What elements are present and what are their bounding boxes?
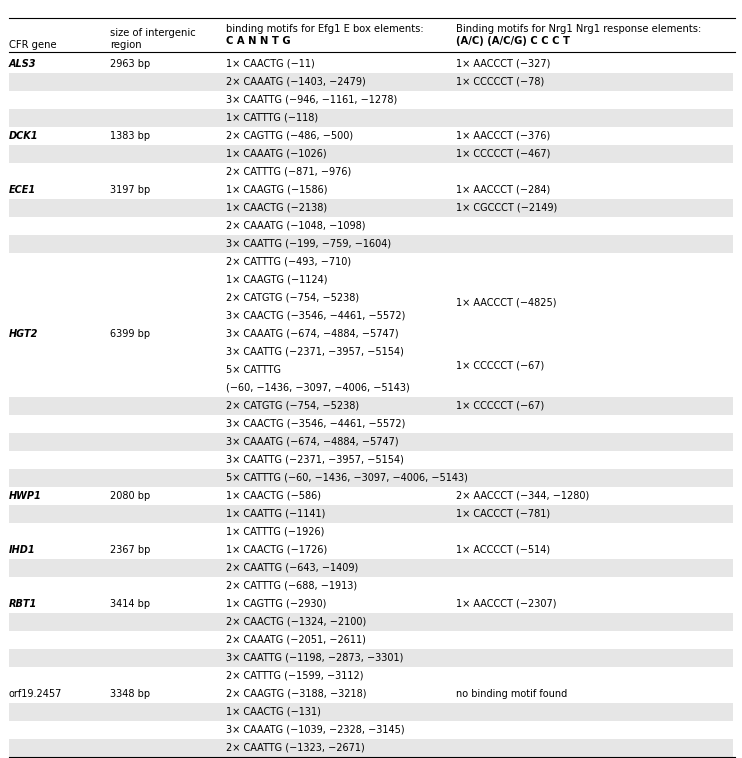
Bar — [9, 235, 733, 253]
Text: 1× CGCCCT (−2149): 1× CGCCCT (−2149) — [456, 203, 557, 213]
Text: binding motifs for Efg1 E box elements:: binding motifs for Efg1 E box elements: — [226, 24, 424, 34]
Text: 3× CAACTG (−3546, −4461, −5572): 3× CAACTG (−3546, −4461, −5572) — [226, 311, 406, 321]
Text: 1× CAACTG (−586): 1× CAACTG (−586) — [226, 491, 321, 501]
Text: 2× CATTTG (−688, −1913): 2× CATTTG (−688, −1913) — [226, 581, 358, 591]
Bar — [9, 469, 733, 487]
Text: 1× AACCCT (−2307): 1× AACCCT (−2307) — [456, 599, 556, 609]
Text: (A/C) (A/C/G) C C C T: (A/C) (A/C/G) C C C T — [456, 36, 571, 46]
Text: 2× CATTTG (−871, −976): 2× CATTTG (−871, −976) — [226, 167, 352, 177]
Bar — [9, 397, 733, 415]
Text: 1× CAGTTG (−2930): 1× CAGTTG (−2930) — [226, 599, 326, 609]
Text: 1× CAACTG (−1726): 1× CAACTG (−1726) — [226, 545, 327, 555]
Text: 1× CAACTG (−11): 1× CAACTG (−11) — [226, 59, 315, 69]
Text: 1× CCCCCT (−67): 1× CCCCCT (−67) — [456, 361, 545, 371]
Text: 2× CATGTG (−754, −5238): 2× CATGTG (−754, −5238) — [226, 401, 359, 411]
Text: size of intergenic
region: size of intergenic region — [110, 27, 196, 50]
Text: 3× CAATTG (−946, −1161, −1278): 3× CAATTG (−946, −1161, −1278) — [226, 95, 398, 105]
Text: 3× CAAATG (−674, −4884, −5747): 3× CAAATG (−674, −4884, −5747) — [226, 329, 399, 339]
Text: 3348 bp: 3348 bp — [110, 689, 150, 699]
Text: 2× CAAGTG (−3188, −3218): 2× CAAGTG (−3188, −3218) — [226, 689, 367, 699]
Text: no binding motif found: no binding motif found — [456, 689, 568, 699]
Text: C A N N T G: C A N N T G — [226, 36, 291, 46]
Text: HWP1: HWP1 — [9, 491, 42, 501]
Text: 1× AACCCT (−327): 1× AACCCT (−327) — [456, 59, 551, 69]
Text: CFR gene: CFR gene — [9, 40, 56, 50]
Text: 2× CAATTG (−643, −1409): 2× CAATTG (−643, −1409) — [226, 563, 358, 573]
Text: 1× CAAGTG (−1124): 1× CAAGTG (−1124) — [226, 275, 328, 285]
Text: (−60, −1436, −3097, −4006, −5143): (−60, −1436, −3097, −4006, −5143) — [226, 383, 410, 393]
Bar — [9, 613, 733, 631]
Text: ALS3: ALS3 — [9, 59, 36, 69]
Text: 1× CACCCT (−781): 1× CACCCT (−781) — [456, 509, 551, 519]
Text: 2× CATGTG (−754, −5238): 2× CATGTG (−754, −5238) — [226, 293, 359, 303]
Text: 1× CAACTG (−131): 1× CAACTG (−131) — [226, 707, 321, 717]
Text: 2080 bp: 2080 bp — [110, 491, 150, 501]
Bar — [9, 73, 733, 91]
Text: 2× AACCCT (−344, −1280): 2× AACCCT (−344, −1280) — [456, 491, 590, 501]
Text: DCK1: DCK1 — [9, 131, 39, 141]
Text: 2× CAACTG (−1324, −2100): 2× CAACTG (−1324, −2100) — [226, 617, 367, 627]
Text: 1× ACCCCT (−514): 1× ACCCCT (−514) — [456, 545, 551, 555]
Text: 1× CATTTG (−1926): 1× CATTTG (−1926) — [226, 527, 325, 537]
Bar — [9, 433, 733, 451]
Bar — [9, 199, 733, 217]
Text: 5× CATTTG (−60, −1436, −3097, −4006, −5143): 5× CATTTG (−60, −1436, −3097, −4006, −51… — [226, 473, 468, 483]
Text: 1× CAAGTG (−1586): 1× CAAGTG (−1586) — [226, 185, 328, 195]
Text: 3414 bp: 3414 bp — [110, 599, 150, 609]
Text: 1383 bp: 1383 bp — [110, 131, 150, 141]
Text: 2× CATTTG (−1599, −3112): 2× CATTTG (−1599, −3112) — [226, 671, 364, 681]
Text: 2963 bp: 2963 bp — [110, 59, 150, 69]
Text: 3× CAAATG (−674, −4884, −5747): 3× CAAATG (−674, −4884, −5747) — [226, 437, 399, 447]
Text: 5× CATTTG: 5× CATTTG — [226, 365, 281, 375]
Text: 2367 bp: 2367 bp — [110, 545, 150, 555]
Bar — [9, 559, 733, 577]
Text: 1× CCCCCT (−78): 1× CCCCCT (−78) — [456, 77, 545, 87]
Bar — [9, 703, 733, 721]
Text: HGT2: HGT2 — [9, 329, 39, 339]
Text: 2× CAATTG (−1323, −2671): 2× CAATTG (−1323, −2671) — [226, 743, 365, 753]
Text: ECE1: ECE1 — [9, 185, 36, 195]
Text: RBT1: RBT1 — [9, 599, 37, 609]
Text: 2× CAAATG (−1403, −2479): 2× CAAATG (−1403, −2479) — [226, 77, 366, 87]
Text: 3× CAAATG (−1039, −2328, −3145): 3× CAAATG (−1039, −2328, −3145) — [226, 725, 405, 735]
Bar — [9, 145, 733, 163]
Text: 2× CAAATG (−1048, −1098): 2× CAAATG (−1048, −1098) — [226, 221, 366, 231]
Bar — [9, 505, 733, 523]
Text: 3× CAATTG (−2371, −3957, −5154): 3× CAATTG (−2371, −3957, −5154) — [226, 455, 404, 465]
Text: 1× CAACTG (−2138): 1× CAACTG (−2138) — [226, 203, 327, 213]
Text: orf19.2457: orf19.2457 — [9, 689, 62, 699]
Text: 1× CATTTG (−118): 1× CATTTG (−118) — [226, 113, 318, 123]
Text: 1× CAATTG (−1141): 1× CAATTG (−1141) — [226, 509, 326, 519]
Text: 3197 bp: 3197 bp — [110, 185, 150, 195]
Text: 2× CAGTTG (−486, −500): 2× CAGTTG (−486, −500) — [226, 131, 353, 141]
Text: 6399 bp: 6399 bp — [110, 329, 150, 339]
Text: 1× AACCCT (−284): 1× AACCCT (−284) — [456, 185, 551, 195]
Text: 2× CATTTG (−493, −710): 2× CATTTG (−493, −710) — [226, 257, 352, 267]
Text: IHD1: IHD1 — [9, 545, 36, 555]
Text: 1× AACCCT (−376): 1× AACCCT (−376) — [456, 131, 551, 141]
Text: 3× CAACTG (−3546, −4461, −5572): 3× CAACTG (−3546, −4461, −5572) — [226, 419, 406, 429]
Text: 1× AACCCT (−4825): 1× AACCCT (−4825) — [456, 297, 556, 308]
Text: 3× CAATTG (−1198, −2873, −3301): 3× CAATTG (−1198, −2873, −3301) — [226, 653, 404, 663]
Text: Binding motifs for Nrg1 Nrg1 response elements:: Binding motifs for Nrg1 Nrg1 response el… — [456, 24, 702, 34]
Text: 2× CAAATG (−2051, −2611): 2× CAAATG (−2051, −2611) — [226, 635, 367, 645]
Bar — [9, 739, 733, 757]
Text: 1× CAAATG (−1026): 1× CAAATG (−1026) — [226, 149, 327, 159]
Text: 1× CCCCCT (−467): 1× CCCCCT (−467) — [456, 149, 551, 159]
Bar — [9, 649, 733, 667]
Text: 3× CAATTG (−199, −759, −1604): 3× CAATTG (−199, −759, −1604) — [226, 239, 392, 249]
Text: 3× CAATTG (−2371, −3957, −5154): 3× CAATTG (−2371, −3957, −5154) — [226, 347, 404, 357]
Bar — [9, 109, 733, 127]
Text: 1× CCCCCT (−67): 1× CCCCCT (−67) — [456, 401, 545, 411]
